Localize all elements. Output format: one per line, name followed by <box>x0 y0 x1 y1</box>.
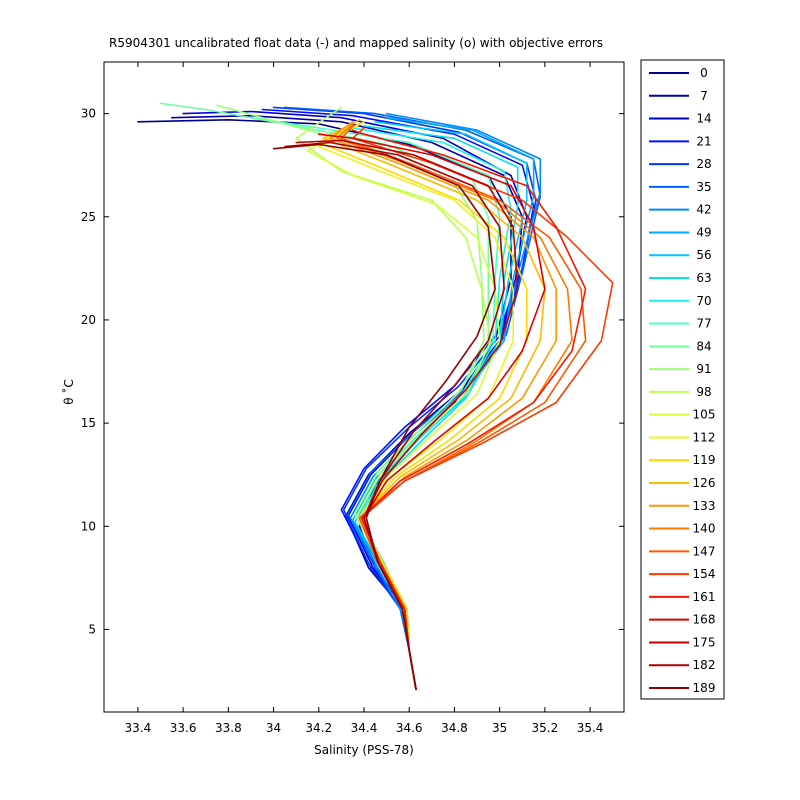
legend-label-119: 119 <box>693 453 716 467</box>
legend-label-182: 182 <box>693 658 716 672</box>
legend-label-112: 112 <box>693 430 716 444</box>
series-line-42 <box>349 112 542 691</box>
series-line-63 <box>358 125 519 691</box>
series-line-14 <box>182 110 528 691</box>
x-tick-label: 34.6 <box>396 721 423 735</box>
chart-title: R5904301 uncalibrated float data (-) and… <box>109 36 603 50</box>
legend-box <box>640 59 725 700</box>
legend-label-168: 168 <box>693 613 716 627</box>
x-tick-label: 35.4 <box>577 721 604 735</box>
x-tick-label: 33.6 <box>170 721 197 735</box>
x-tick-label: 35.2 <box>532 721 559 735</box>
y-tick-label: 30 <box>81 107 96 121</box>
y-tick-label: 25 <box>81 210 96 224</box>
legend-label-91: 91 <box>696 362 711 376</box>
legend-label-70: 70 <box>696 294 711 308</box>
legend-label-77: 77 <box>696 317 711 331</box>
series-line-182 <box>284 141 506 691</box>
series-line-161 <box>351 129 587 691</box>
x-tick-label: 34.4 <box>351 721 378 735</box>
series-layer <box>137 102 614 691</box>
legend-label-0: 0 <box>700 66 708 80</box>
y-ticks: 5 10 15 20 25 30 <box>81 107 624 636</box>
series-line-21 <box>261 108 535 691</box>
x-tick-label: 34 <box>266 721 281 735</box>
legend-label-105: 105 <box>693 408 716 422</box>
legend-label-140: 140 <box>693 522 716 536</box>
legend-label-28: 28 <box>696 157 711 171</box>
y-tick-label: 5 <box>88 622 96 636</box>
series-line-189 <box>272 143 496 691</box>
series-line-147 <box>340 125 587 691</box>
series-line-28 <box>272 106 537 691</box>
x-ticks: 33.4 33.6 33.8 34 34.2 34.4 34.6 34.8 35 35.2 35.4 <box>125 62 604 735</box>
legend-label-147: 147 <box>693 544 716 558</box>
legend-label-56: 56 <box>696 248 711 262</box>
legend-label-63: 63 <box>696 271 711 285</box>
legend-label-161: 161 <box>693 590 716 604</box>
legend-label-49: 49 <box>696 225 711 239</box>
x-tick-label: 33.4 <box>125 721 152 735</box>
y-axis-label: θ ˚C <box>61 379 76 405</box>
x-axis-label: Salinity (PSS-78) <box>314 743 414 757</box>
x-tick-label: 35 <box>492 721 507 735</box>
legend-label-126: 126 <box>693 476 716 490</box>
legend-label-98: 98 <box>696 385 711 399</box>
legend-label-7: 7 <box>700 89 708 103</box>
legend-label-14: 14 <box>696 112 711 126</box>
series-line-49 <box>351 116 535 691</box>
y-tick-label: 10 <box>81 519 96 533</box>
legend-label-21: 21 <box>696 134 711 148</box>
legend-label-42: 42 <box>696 203 711 217</box>
x-tick-label: 34.2 <box>305 721 332 735</box>
legend-label-133: 133 <box>693 499 716 513</box>
legend: 0 7 14 21 28 35 42 49 56 63 70 77 84 91 98 105 112 119 126… <box>649 66 715 695</box>
x-tick-label: 34.8 <box>441 721 468 735</box>
legend-label-154: 154 <box>693 567 716 581</box>
series-line-154 <box>351 127 614 691</box>
y-tick-label: 15 <box>81 416 96 430</box>
legend-label-35: 35 <box>696 180 711 194</box>
legend-label-189: 189 <box>693 681 716 695</box>
y-tick-label: 20 <box>81 313 96 327</box>
legend-label-175: 175 <box>693 635 716 649</box>
series-line-119 <box>317 121 528 691</box>
legend-label-84: 84 <box>696 339 711 353</box>
series-line-126 <box>322 119 546 691</box>
x-tick-label: 33.8 <box>215 721 242 735</box>
